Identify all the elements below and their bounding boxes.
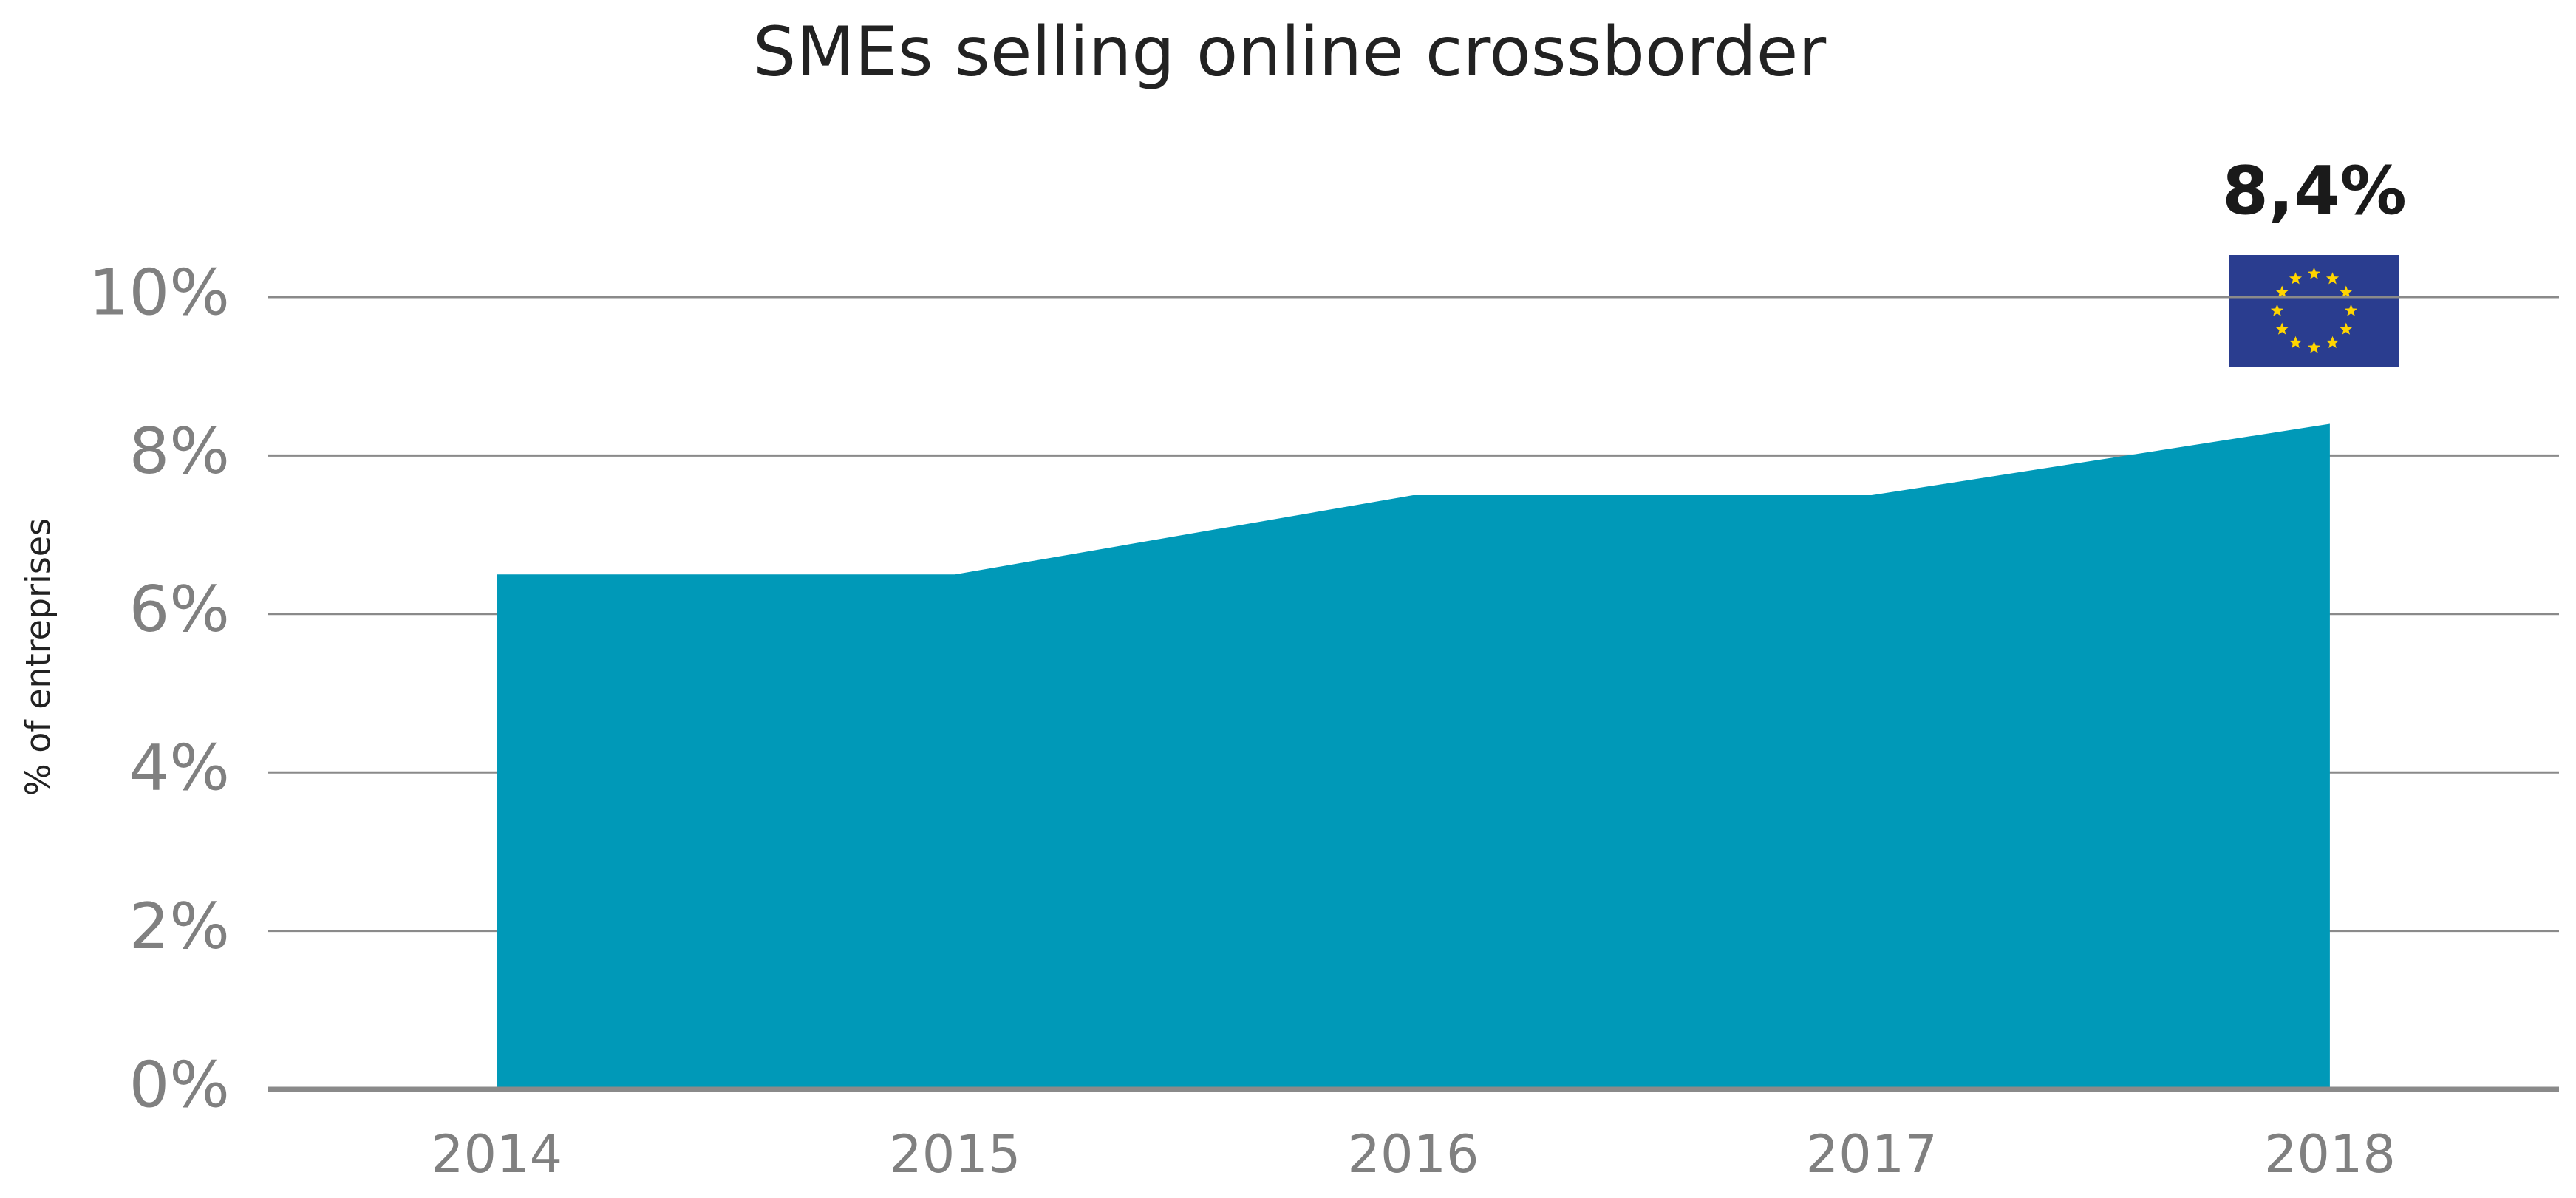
value-label: 8,4% <box>2222 152 2407 230</box>
flag-star <box>2289 272 2303 285</box>
flag-star <box>2344 304 2358 316</box>
y-tick-label: 10% <box>89 256 230 330</box>
flag-star <box>2307 267 2321 279</box>
y-axis-label: % of entreprises <box>18 518 58 796</box>
area <box>497 423 2330 1089</box>
y-tick-label: 6% <box>129 573 230 647</box>
eu-flag <box>2229 255 2399 367</box>
flag-star <box>2275 322 2289 335</box>
y-tick-label: 2% <box>129 890 230 964</box>
y-tick-label: 8% <box>129 415 230 489</box>
x-tick-label: 2016 <box>1347 1124 1479 1185</box>
x-tick-label: 2018 <box>2264 1124 2396 1185</box>
flag-star <box>2275 285 2289 298</box>
y-tick-label: 4% <box>129 732 230 806</box>
flag-star <box>2340 322 2353 335</box>
flag-star <box>2307 341 2321 353</box>
x-tick-label: 2014 <box>431 1124 562 1185</box>
flag-star <box>2289 336 2303 349</box>
chart-title: SMEs selling online crossborder <box>753 12 1827 91</box>
x-tick-label: 2017 <box>1806 1124 1938 1185</box>
flag-star <box>2325 272 2340 285</box>
x-tick-label: 2015 <box>889 1124 1020 1185</box>
flag-star <box>2340 285 2353 298</box>
flag-star <box>2325 336 2340 349</box>
y-tick-label: 0% <box>129 1048 230 1122</box>
flag-star <box>2270 304 2284 316</box>
